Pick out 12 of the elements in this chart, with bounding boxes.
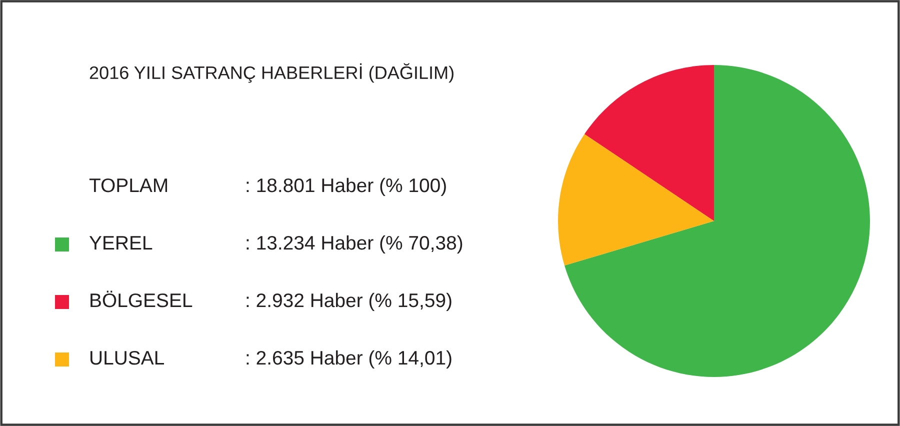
- chart-title: 2016 YILI SATRANÇ HABERLERİ (DAĞILIM): [90, 63, 454, 83]
- pie-slice: [558, 134, 714, 266]
- pie-slice: [564, 65, 870, 377]
- text: : 18.801 Haber (% 100): [246, 178, 446, 196]
- legend-label: YEREL: [89, 236, 152, 250]
- data-label: : 2.932 Haber (% 15,59): [246, 292, 452, 312]
- pie-slice: [584, 65, 714, 221]
- legend-label: ULUSAL: [90, 350, 164, 365]
- data-label: : 2.635 Haber (% 14,01): [246, 350, 452, 369]
- legend-label: BÖLGESEL: [90, 290, 192, 308]
- data-label: : 13.234 Haber (% 70,38): [246, 235, 462, 254]
- text: TOPLAM: [89, 178, 168, 192]
